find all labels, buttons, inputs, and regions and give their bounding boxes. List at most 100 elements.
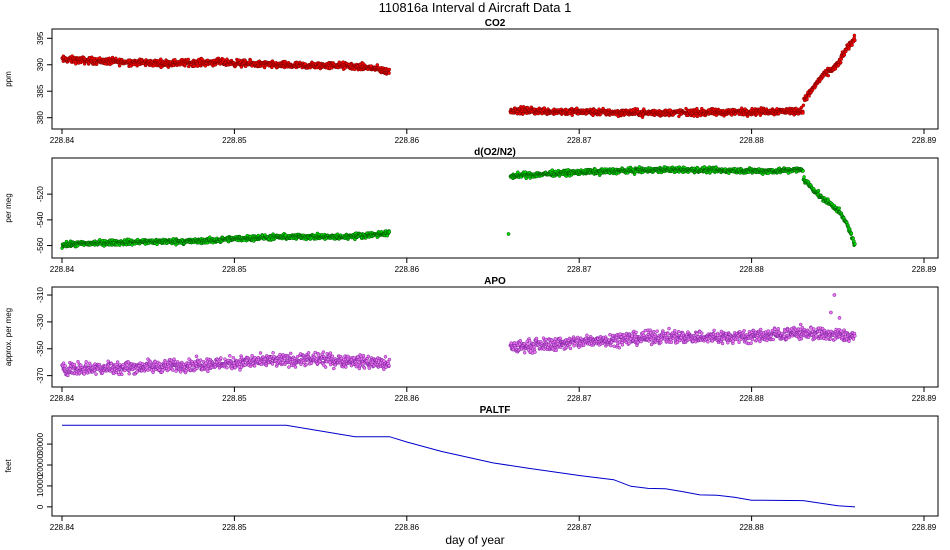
data-point: [837, 206, 842, 210]
data-point: [316, 353, 321, 357]
data-point: [84, 360, 88, 364]
data-point: [258, 351, 263, 355]
x-tick-label: 228.86: [395, 394, 420, 403]
data-point: [223, 357, 227, 361]
data-point: [306, 351, 311, 355]
data-point: [542, 106, 547, 110]
data-point: [117, 64, 122, 68]
data-point: [225, 365, 229, 370]
scatter-series: [60, 165, 857, 250]
data-point: [527, 338, 532, 343]
data-point: [816, 188, 821, 193]
data-point: [157, 361, 162, 366]
data-point: [293, 365, 298, 369]
data-point: [850, 43, 854, 47]
data-point: [518, 339, 523, 343]
y-tick-label: -520: [36, 186, 45, 203]
data-point: [127, 371, 131, 376]
data-point: [352, 356, 356, 360]
data-point: [367, 366, 372, 370]
data-point: [330, 354, 335, 358]
data-point: [332, 366, 336, 371]
data-point: [94, 372, 98, 376]
panel-title: CO2: [485, 18, 506, 29]
data-point: [533, 350, 537, 354]
data-point: [801, 111, 805, 115]
data-point: [509, 341, 514, 345]
y-axis-label: approx. per meg: [4, 308, 13, 366]
data-point: [692, 114, 696, 118]
x-tick-label: 228.86: [395, 265, 420, 274]
data-point: [172, 357, 176, 361]
data-point: [387, 363, 391, 368]
data-point: [228, 354, 232, 358]
data-point: [233, 365, 237, 370]
data-point: [375, 63, 380, 67]
panel-title: d(O2/N2): [474, 147, 516, 158]
data-point: [74, 62, 78, 66]
x-tick-label: 228.87: [567, 136, 592, 145]
data-point: [194, 354, 199, 359]
data-point: [853, 38, 857, 43]
data-point: [230, 366, 234, 371]
y-tick-label: 380: [36, 110, 45, 124]
data-point: [72, 362, 77, 367]
data-point: [853, 242, 857, 246]
x-tick-label: 228.87: [567, 394, 592, 403]
data-point: [248, 58, 253, 63]
panel-title: APO: [484, 276, 506, 287]
data-point: [839, 57, 844, 61]
data-point: [287, 365, 291, 369]
data-point: [323, 365, 328, 369]
data-point: [801, 169, 805, 173]
x-tick-label: 228.89: [912, 136, 937, 145]
main-title: 110816a Interval d Aircraft Data 1: [379, 0, 572, 15]
data-point: [288, 351, 293, 356]
data-point: [231, 355, 236, 360]
y-tick-label: -370: [36, 367, 45, 384]
data-point: [849, 231, 854, 235]
x-tick-label: 228.89: [912, 265, 937, 274]
data-point: [252, 364, 257, 368]
data-point: [148, 360, 153, 364]
y-tick-label: -350: [36, 340, 45, 357]
plot-frame: [51, 28, 939, 130]
data-point: [506, 232, 511, 236]
data-point: [805, 97, 809, 102]
data-point: [82, 372, 86, 376]
data-point: [221, 57, 226, 62]
data-point: [192, 64, 197, 68]
x-tick-label: 228.87: [567, 265, 592, 274]
data-point: [387, 230, 392, 234]
data-point: [203, 64, 208, 68]
data-point: [383, 355, 388, 359]
x-tick-label: 228.84: [50, 394, 75, 403]
data-point: [238, 368, 242, 372]
data-point: [271, 351, 275, 355]
data-point: [178, 370, 183, 374]
data-point: [851, 236, 855, 241]
data-point: [198, 358, 203, 362]
x-tick-label: 228.89: [912, 394, 937, 403]
data-point: [387, 357, 392, 362]
y-tick-label: -540: [36, 211, 45, 228]
y-tick-label: -560: [36, 237, 45, 254]
data-point: [366, 354, 371, 359]
data-point: [852, 33, 857, 38]
x-tick-label: 228.85: [222, 265, 247, 274]
x-axis-label: day of year: [445, 533, 504, 547]
data-point: [153, 359, 157, 364]
data-point: [387, 67, 392, 72]
data-point: [170, 368, 175, 372]
data-point: [120, 372, 124, 377]
y-tick-label: 385: [36, 84, 45, 98]
data-point: [304, 362, 308, 367]
data-point: [801, 103, 806, 108]
data-point: [206, 369, 210, 374]
data-point: [362, 366, 367, 370]
data-point: [344, 365, 348, 369]
